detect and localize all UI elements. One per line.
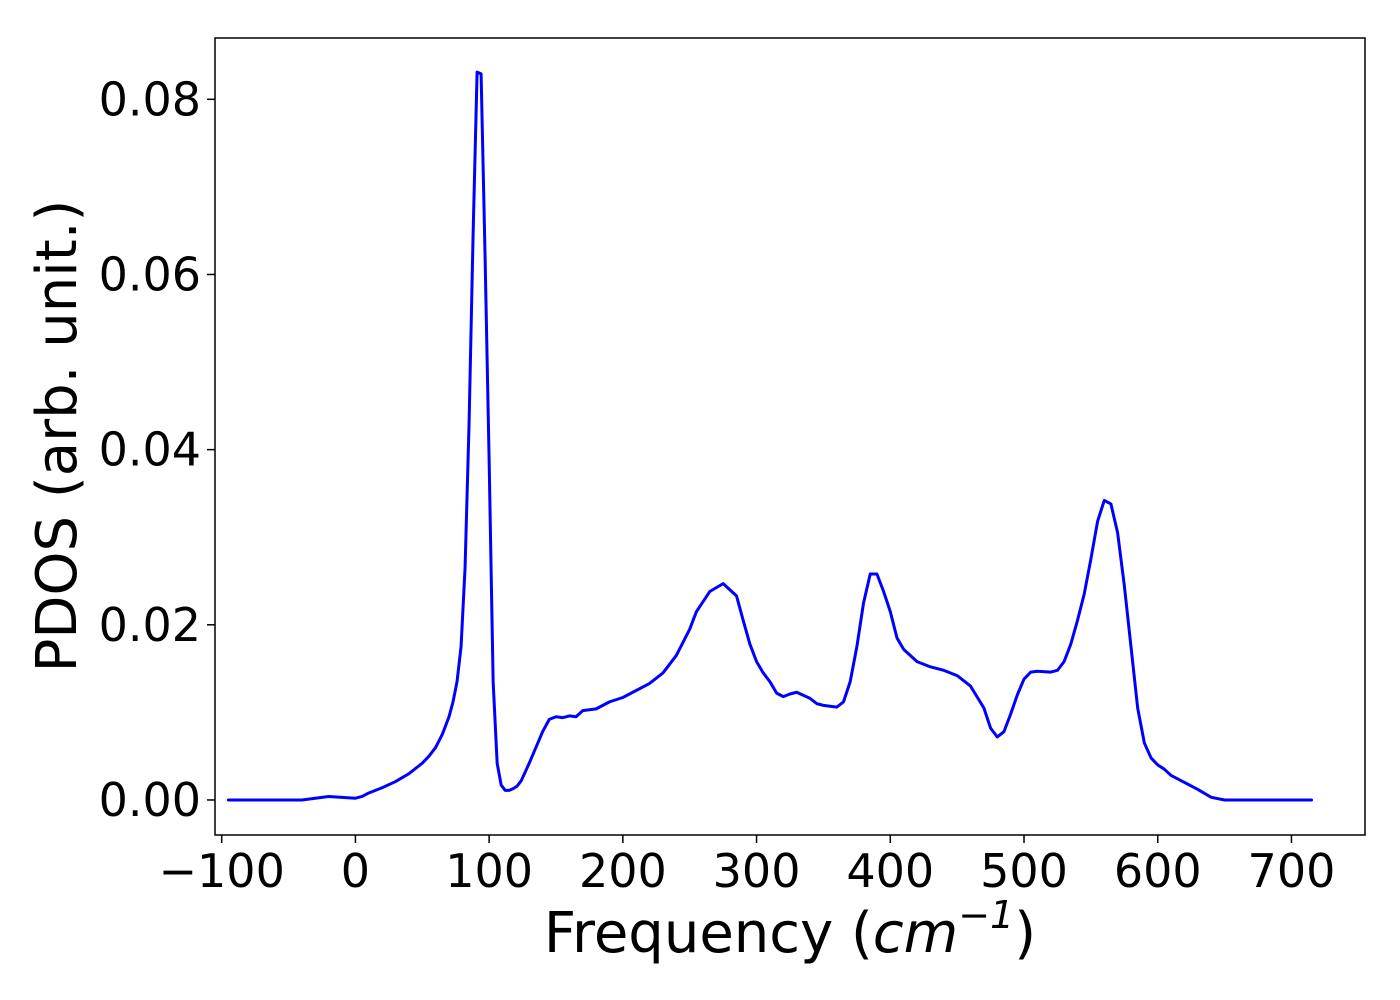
x-tick-label: 600 xyxy=(1114,844,1202,898)
x-tick-label: 0 xyxy=(341,844,370,898)
x-axis-label-suffix: ) xyxy=(1014,901,1036,966)
plot-frame xyxy=(214,37,1366,836)
x-tick-label: 400 xyxy=(846,844,934,898)
x-axis-ticks: −100 0 100 200 300 400 500 600 700 xyxy=(159,835,1336,898)
pdos-series-line xyxy=(226,70,1314,802)
x-tick-label: 500 xyxy=(980,844,1068,898)
y-axis-label: PDOS (arb. unit.) xyxy=(25,200,90,673)
x-tick-label: 200 xyxy=(579,844,667,898)
x-axis-label-prefix: Frequency ( xyxy=(544,901,873,966)
plot-area xyxy=(214,37,1366,836)
y-tick-label: 0.08 xyxy=(99,72,201,126)
y-tick-label: 0.04 xyxy=(99,423,201,477)
x-tick-label: 300 xyxy=(713,844,801,898)
x-axis-label: Frequency (cm−1) xyxy=(544,893,1036,966)
x-axis-label-exponent: −1 xyxy=(958,893,1014,937)
x-tick-label: 100 xyxy=(445,844,533,898)
x-axis-label-unit: cm xyxy=(873,901,958,966)
y-tick-label: 0.00 xyxy=(99,773,201,827)
x-tick-label: 700 xyxy=(1248,844,1336,898)
y-tick-label: 0.06 xyxy=(99,247,201,301)
y-tick-label: 0.02 xyxy=(99,598,201,652)
x-tick-label: −100 xyxy=(159,844,285,898)
y-axis-ticks: 0.00 0.02 0.04 0.06 0.08 xyxy=(99,72,215,827)
